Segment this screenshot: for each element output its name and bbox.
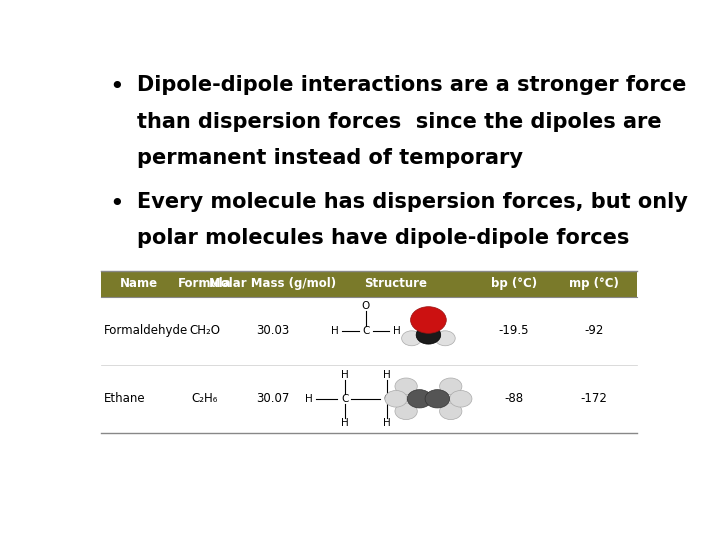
Circle shape (395, 378, 418, 395)
Text: Every molecule has dispersion forces, but only: Every molecule has dispersion forces, bu… (138, 192, 688, 212)
Text: H: H (383, 418, 391, 428)
Text: C₂H₆: C₂H₆ (192, 392, 217, 406)
Text: H: H (341, 418, 348, 428)
Text: H: H (341, 370, 348, 380)
Circle shape (395, 403, 418, 420)
Text: Name: Name (120, 277, 158, 290)
Text: •: • (109, 75, 125, 99)
Circle shape (440, 378, 462, 395)
Text: 30.03: 30.03 (256, 325, 289, 338)
Text: Formaldehyde: Formaldehyde (104, 325, 188, 338)
Text: -92: -92 (584, 325, 603, 338)
Text: C: C (341, 394, 348, 404)
Text: Ethane: Ethane (104, 392, 145, 406)
Circle shape (408, 390, 432, 408)
Circle shape (440, 403, 462, 420)
Text: CH₂O: CH₂O (189, 325, 220, 338)
FancyBboxPatch shape (101, 271, 637, 297)
Text: than dispersion forces  since the dipoles are: than dispersion forces since the dipoles… (138, 112, 662, 132)
Circle shape (449, 390, 472, 407)
Text: H: H (305, 394, 312, 404)
Text: -172: -172 (580, 392, 607, 406)
Circle shape (410, 307, 446, 333)
Circle shape (416, 326, 441, 344)
Text: H: H (420, 394, 427, 404)
Text: polar molecules have dipole-dipole forces: polar molecules have dipole-dipole force… (138, 228, 630, 248)
Text: Molar Mass (g/mol): Molar Mass (g/mol) (210, 277, 336, 290)
FancyBboxPatch shape (101, 297, 637, 433)
Text: C: C (383, 394, 391, 404)
Circle shape (402, 331, 422, 346)
Text: Dipole-dipole interactions are a stronger force: Dipole-dipole interactions are a stronge… (138, 75, 687, 95)
Text: O: O (361, 301, 370, 311)
Text: mp (°C): mp (°C) (569, 277, 618, 290)
Text: H: H (392, 326, 400, 336)
Text: Structure: Structure (364, 277, 427, 290)
Text: H: H (383, 370, 391, 380)
Circle shape (385, 390, 408, 407)
Text: -19.5: -19.5 (499, 325, 529, 338)
Text: •: • (109, 192, 125, 215)
Text: C: C (362, 326, 369, 336)
Text: -88: -88 (505, 392, 523, 406)
Text: bp (°C): bp (°C) (491, 277, 537, 290)
Text: 30.07: 30.07 (256, 392, 289, 406)
Text: permanent instead of temporary: permanent instead of temporary (138, 148, 523, 168)
Text: Formula: Formula (178, 277, 231, 290)
Circle shape (435, 331, 455, 346)
Text: H: H (331, 326, 339, 336)
Circle shape (425, 390, 449, 408)
